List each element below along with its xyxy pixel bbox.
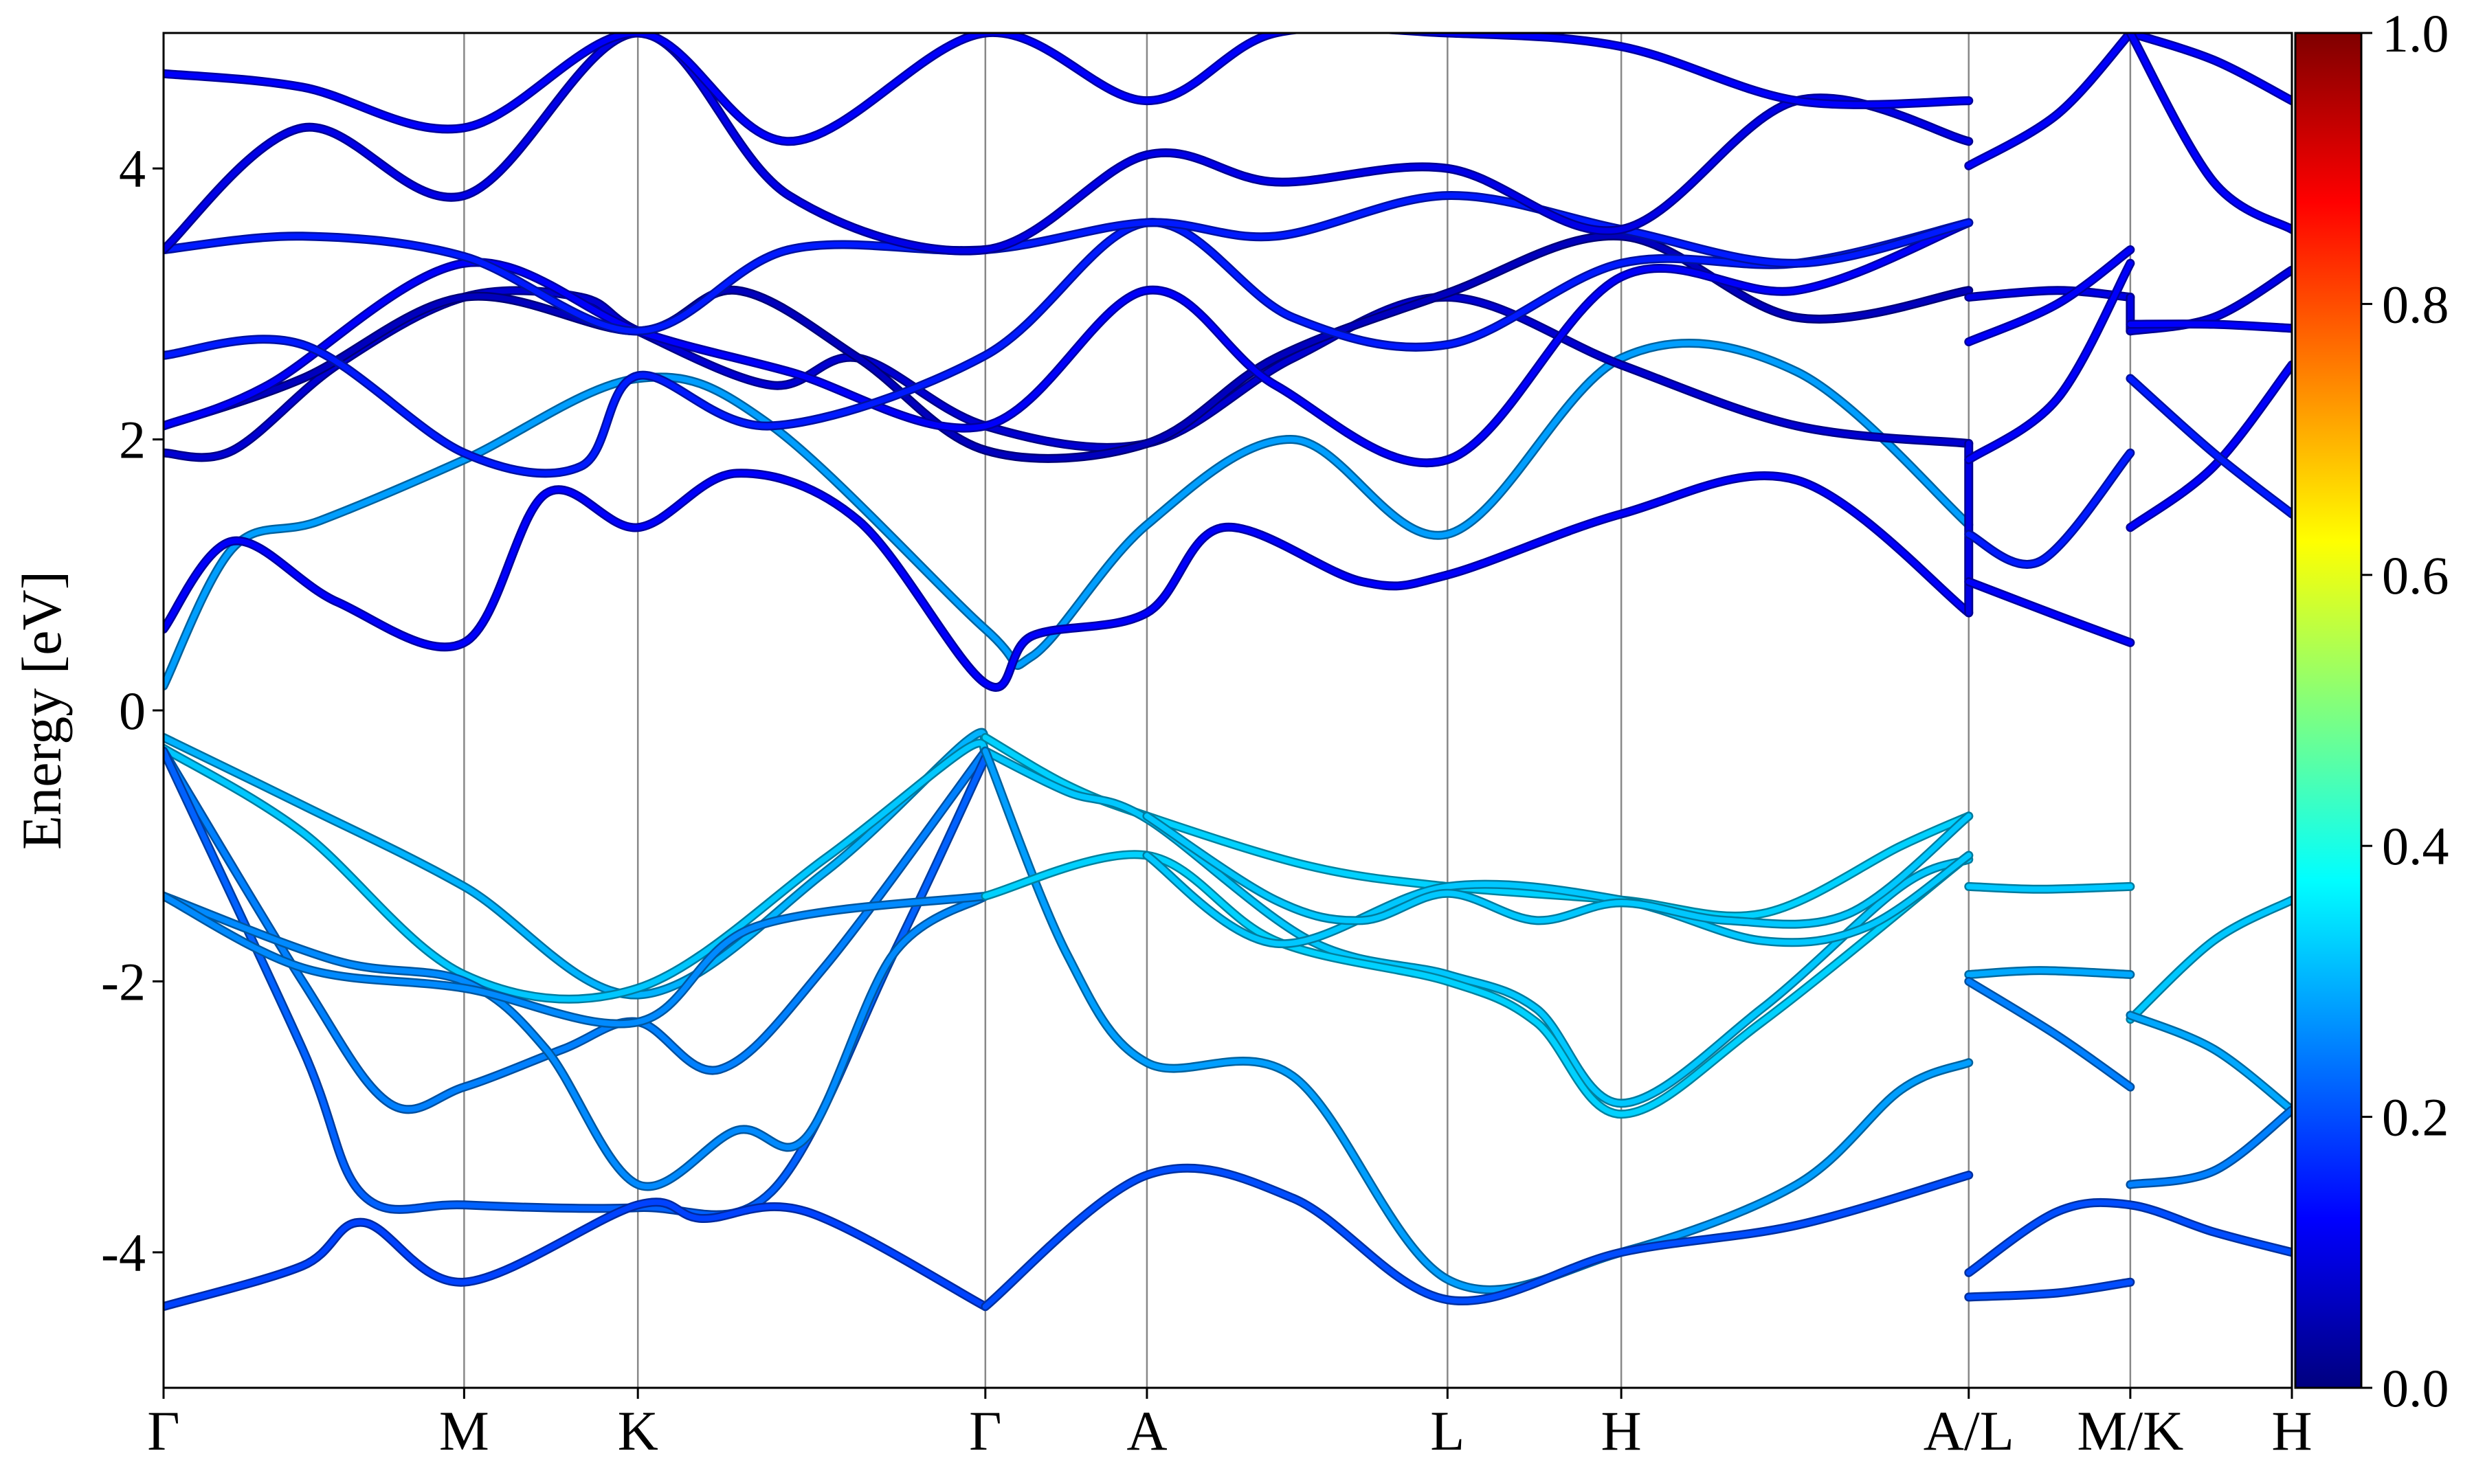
band-outline: [2126, 895, 2292, 1024]
band-outline: [1142, 811, 1974, 929]
y-tick-label: 4: [119, 139, 146, 199]
band-line: [982, 748, 1972, 1106]
band-line: [2127, 362, 2292, 530]
band-line: [164, 1199, 988, 1309]
band-line: [164, 219, 1972, 476]
x-tick-label: A/L: [1924, 1399, 2014, 1462]
colorbar-tick-label: 0.8: [2382, 274, 2449, 334]
band-line: [1965, 1279, 2133, 1300]
band-outline: [164, 33, 1974, 146]
band-line: [164, 192, 1972, 334]
band-line: [164, 33, 1972, 254]
x-tick-label: L: [1430, 1399, 1464, 1462]
band-line: [1965, 260, 2133, 463]
band-outline: [2126, 1011, 2292, 1115]
band-line: [1144, 853, 1972, 947]
band-line: [1965, 978, 2133, 1090]
band-outline: [164, 469, 1974, 692]
band-line: [982, 734, 1972, 919]
x-tick-label: M/K: [2077, 1399, 2183, 1462]
colorbar-tick-label: 0.0: [2382, 1358, 2449, 1418]
x-axis: Γ M K Γ A L H A/L M/K H: [147, 1388, 2313, 1462]
band-line: [2127, 33, 2292, 104]
band-line: [164, 893, 988, 1027]
x-tick-label: M: [439, 1399, 489, 1462]
colorbar-ticks: 0.0 0.2 0.4 0.6 0.8 1.0: [2361, 3, 2449, 1418]
colorbar-tick-label: 1.0: [2382, 3, 2449, 63]
band-line: [164, 470, 1972, 690]
band-line: [1965, 33, 2133, 169]
band-line: [982, 1165, 1972, 1309]
band-line: [2127, 33, 2292, 232]
y-tick-label: 0: [119, 681, 146, 741]
y-tick-label: -4: [101, 1223, 146, 1283]
band-line: [2127, 375, 2292, 517]
x-tick-label: H: [1601, 1399, 1642, 1462]
band-outline: [164, 746, 990, 1114]
band-line: [164, 33, 1972, 144]
x-tick-label: Γ: [147, 1399, 179, 1462]
band-line: [1965, 1200, 2292, 1276]
band-line: [164, 220, 1972, 466]
band-line: [1965, 578, 2133, 646]
x-tick-label: Γ: [969, 1399, 1001, 1462]
band-line: [164, 740, 988, 1002]
band-outline: [981, 746, 1974, 1294]
x-tick-label: A: [1126, 1399, 1167, 1462]
x-tick-label: H: [2271, 1399, 2312, 1462]
y-axis: -4 -2 0 2 4: [101, 139, 164, 1283]
band-outline: [2126, 33, 2292, 106]
band-line: [1144, 813, 1972, 928]
band-line: [1965, 247, 2133, 345]
band-line: [1965, 884, 2133, 892]
y-axis-label: Energy [eV]: [10, 571, 73, 850]
energy-bands: [164, 33, 2292, 1312]
colorbar: 0.0 0.2 0.4 0.6 0.8 1.0: [2294, 3, 2449, 1418]
band-line: [164, 340, 1972, 689]
band-line: [2127, 1107, 2292, 1188]
band-line: [164, 893, 988, 1189]
colorbar-tick-label: 0.4: [2382, 816, 2449, 876]
band-line: [1965, 450, 2133, 567]
band-line: [1965, 967, 2133, 978]
y-tick-label: 2: [119, 410, 146, 470]
band-line: [982, 748, 1972, 1293]
colorbar-gradient: [2294, 32, 2363, 1389]
band-line: [2127, 1012, 2292, 1113]
band-line: [164, 748, 988, 1112]
colorbar-tick-label: 0.6: [2382, 546, 2449, 605]
band-outline: [164, 1198, 990, 1312]
x-tick-label: K: [618, 1399, 658, 1462]
band-line: [164, 233, 1972, 462]
band-line: [2127, 267, 2292, 334]
band-line: [2127, 321, 2292, 331]
band-outline: [1964, 33, 2135, 170]
band-line: [2127, 897, 2292, 1022]
y-tick-label: -2: [101, 952, 146, 1011]
colorbar-tick-label: 0.2: [2382, 1088, 2449, 1147]
band-line: [982, 851, 1972, 1117]
